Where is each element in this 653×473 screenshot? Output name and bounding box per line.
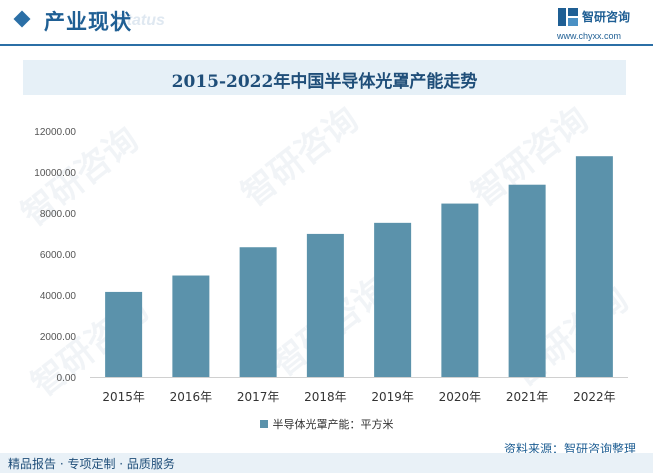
footer-text: 精品报告 · 专项定制 · 品质服务 xyxy=(8,457,175,471)
bar xyxy=(306,233,344,377)
y-tick-label: 10000.00 xyxy=(34,168,76,179)
y-tick-label: 8000.00 xyxy=(40,209,77,220)
plot-area: 0.00 2000.00 4000.00 6000.00 8000.00 10000.00… xyxy=(34,127,628,404)
x-tick-label: 2017年 xyxy=(237,390,280,404)
x-tick-label: 2019年 xyxy=(371,390,414,404)
footer-bar: 精品报告 · 专项定制 · 品质服务 xyxy=(0,453,653,473)
page-header: Status 产业现状 智研咨询 www.chyxx.com xyxy=(0,0,653,44)
chart-legend: 半导体光罩产能：平方米 xyxy=(0,416,653,432)
bar-chart: 0.00 2000.00 4000.00 6000.00 8000.00 10000.00… xyxy=(34,127,628,404)
bar xyxy=(508,184,546,377)
bar xyxy=(441,203,479,377)
chart-title: 2015-2022年中国半导体光罩产能走势 xyxy=(171,72,478,92)
x-tick-label: 2021年 xyxy=(506,390,549,404)
brand-logo-icon xyxy=(558,8,578,26)
page-title-en: Status xyxy=(116,12,165,29)
x-tick-label: 2020年 xyxy=(439,390,482,404)
x-tick-label: 2018年 xyxy=(304,390,347,404)
source-note: 资料来源：智研咨询整理 xyxy=(503,442,636,456)
chart-title-banner: 2015-2022年中国半导体光罩产能走势 xyxy=(23,60,626,95)
bar xyxy=(575,156,613,377)
y-tick-label: 0.00 xyxy=(57,373,77,384)
x-tick-label: 2022年 xyxy=(573,390,616,404)
y-tick-label: 4000.00 xyxy=(40,291,77,302)
header-rule xyxy=(0,44,653,46)
bar xyxy=(105,291,143,377)
brand-url: www.chyxx.com xyxy=(557,31,622,41)
bar xyxy=(239,247,277,377)
diamond-icon xyxy=(13,10,31,28)
bar xyxy=(172,275,210,377)
legend-swatch xyxy=(259,420,268,428)
y-tick-label: 12000.00 xyxy=(34,127,76,138)
legend-label: 半导体光罩产能：平方米 xyxy=(272,418,394,431)
y-tick-label: 2000.00 xyxy=(40,332,77,343)
bar xyxy=(374,222,412,377)
x-tick-label: 2015年 xyxy=(102,390,145,404)
page-title: 产业现状 xyxy=(44,9,132,34)
x-tick-label: 2016年 xyxy=(170,390,213,404)
y-tick-label: 6000.00 xyxy=(40,250,77,261)
brand-name: 智研咨询 xyxy=(582,10,631,24)
